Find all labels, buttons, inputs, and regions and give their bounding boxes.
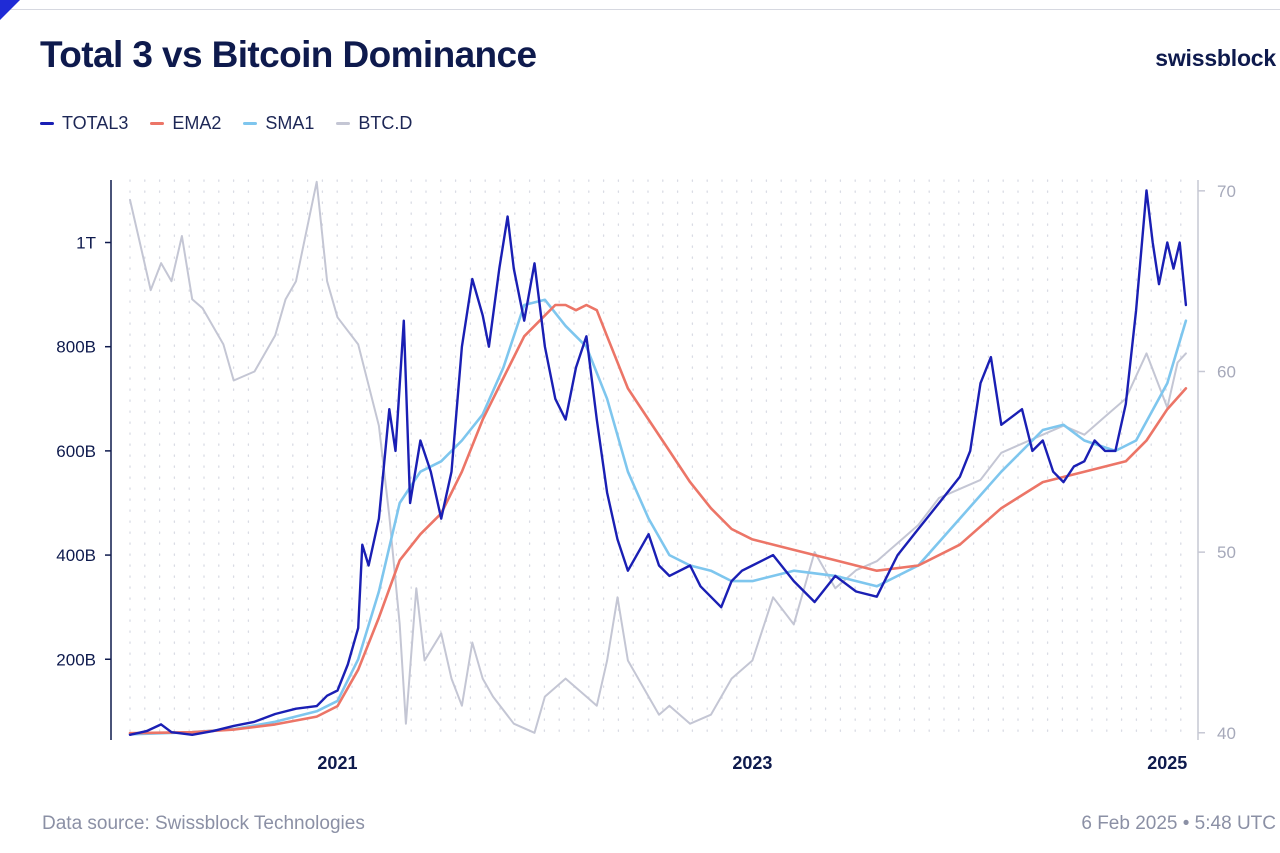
series-line-btcd [129,180,1187,734]
legend-swatch-ema2 [150,122,165,125]
timestamp: 6 Feb 2025 • 5:48 UTC [1081,813,1276,834]
chart-series [128,180,1188,736]
chart-tick-labels: 200B 400B 600B 800B 1T 40 50 60 70 2021 2023 2025 [56,182,1236,773]
legend-item-sma1[interactable]: SMA1 [243,113,314,134]
series-line-ema2 [128,303,1188,735]
series-line-sma1 [128,298,1188,736]
x-tick-label: 2025 [1147,753,1187,773]
legend-label-total3: TOTAL3 [62,113,129,133]
left-tick-label: 600B [56,442,96,461]
left-tick-label: 800B [56,338,96,357]
legend-label-ema2: EMA2 [172,113,222,133]
legend-swatch-sma1 [243,122,258,125]
right-tick-label: 50 [1217,543,1236,562]
legend: TOTAL3 EMA2 SMA1 BTC.D [40,113,412,134]
chart-axes [105,180,1205,740]
legend-item-ema2[interactable]: EMA2 [150,113,221,134]
corner-accent [0,0,20,20]
legend-swatch-total3 [40,122,54,125]
right-tick-label: 60 [1217,362,1236,381]
legend-item-btcd[interactable]: BTC.D [336,113,412,134]
chart-grid [129,179,1182,741]
left-tick-label: 400B [56,546,96,565]
left-tick-label: 200B [56,650,96,669]
legend-swatch-btcd [336,122,351,125]
x-tick-label: 2021 [317,753,357,773]
right-tick-label: 70 [1217,182,1236,201]
right-tick-label: 40 [1217,724,1236,743]
top-divider [0,9,1280,10]
legend-label-btcd: BTC.D [358,113,413,133]
series-line-total3 [128,189,1188,736]
chart-title: Total 3 vs Bitcoin Dominance [40,34,537,75]
x-tick-label: 2023 [732,753,772,773]
left-tick-label: 1T [76,234,96,253]
legend-label-sma1: SMA1 [265,113,315,133]
data-source: Data source: Swissblock Technologies [42,813,365,834]
brand-logo: swissblock [1155,45,1276,71]
legend-item-total3[interactable]: TOTAL3 [40,113,128,134]
